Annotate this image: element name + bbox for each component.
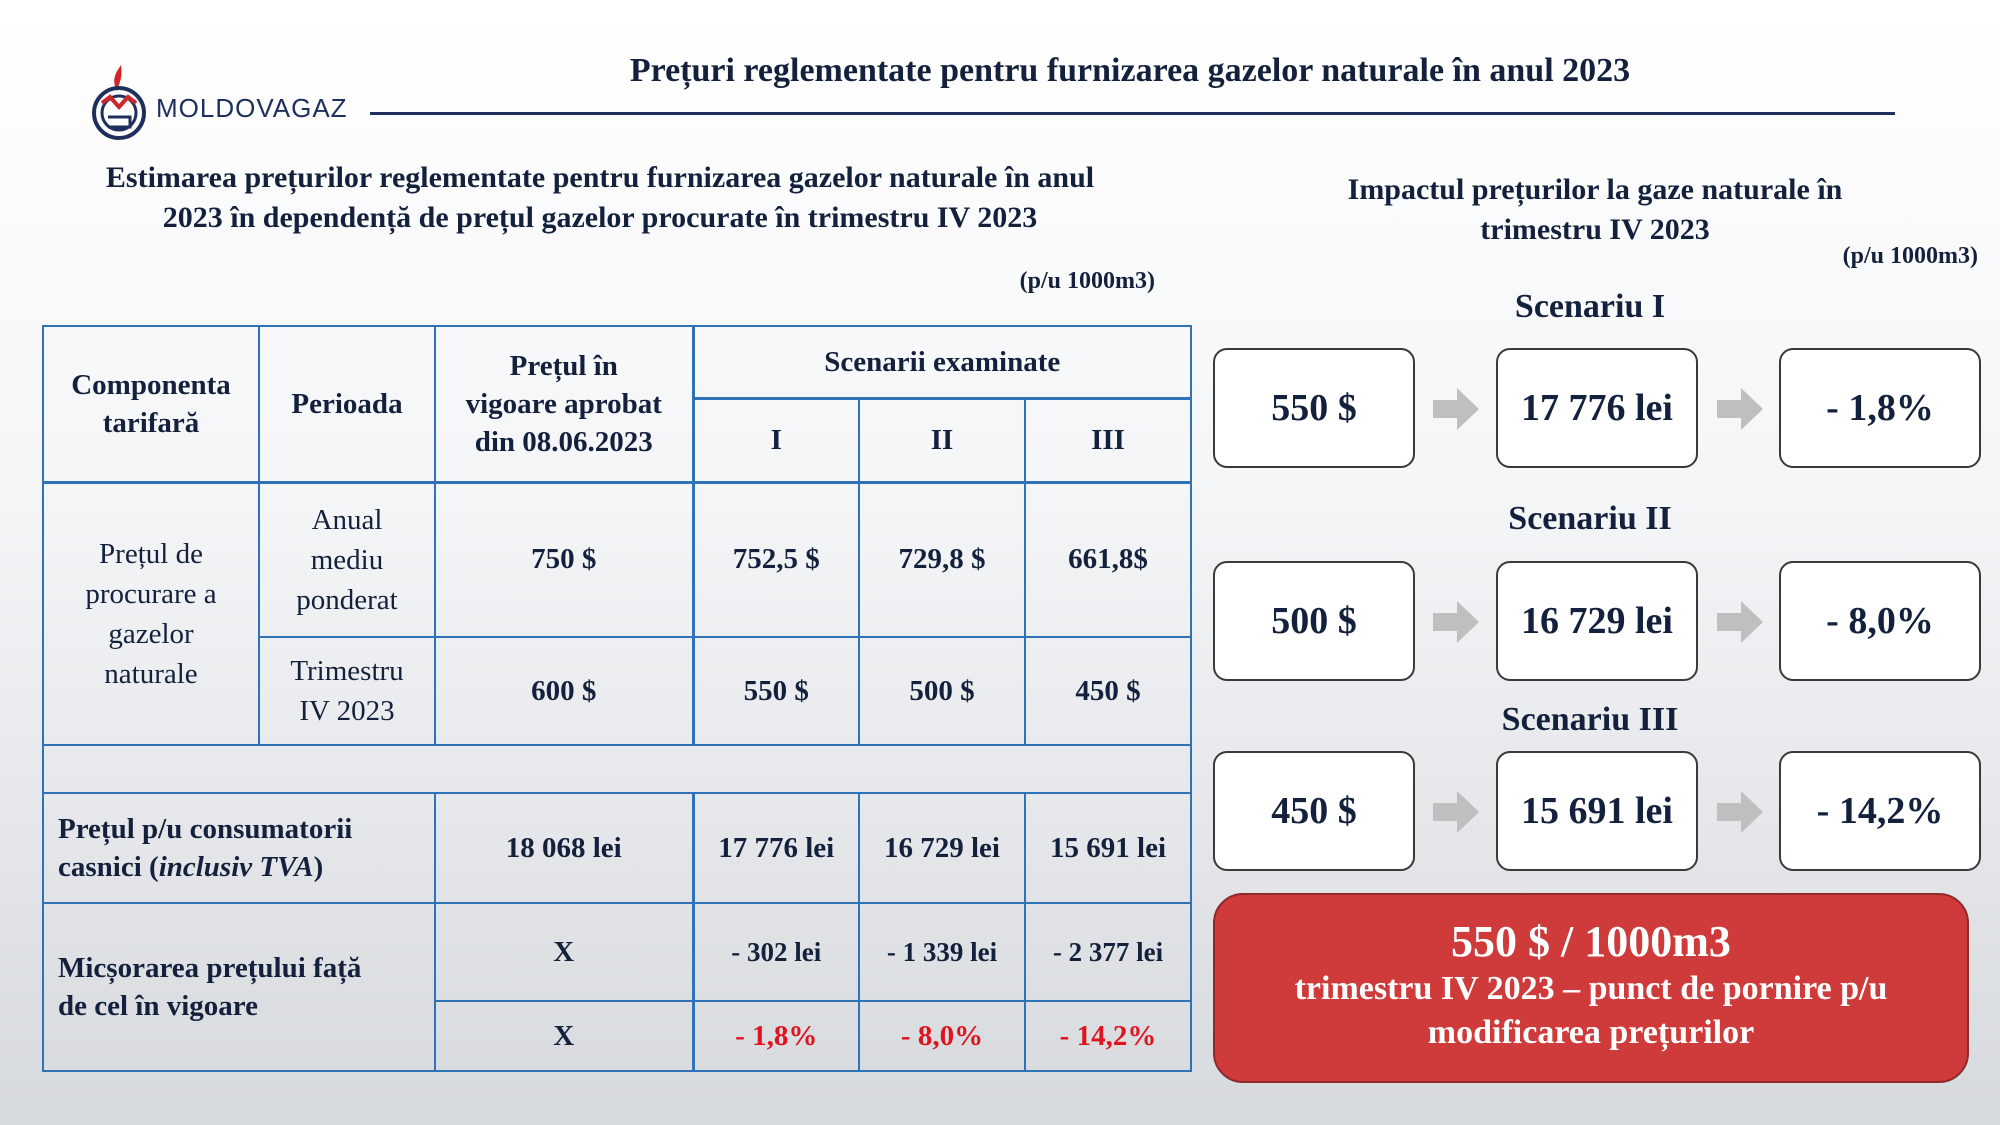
header-price-line-3: din 08.06.2023 — [474, 425, 653, 458]
panel-headline: 550 $ / 1000m3 — [1451, 917, 1731, 966]
scenario-3-result-box: 15 691 lei — [1496, 751, 1698, 871]
decrease-abs-current: X — [434, 902, 695, 1002]
period-quarter-line-1: Trimestru — [290, 655, 404, 687]
scenario-table: Componenta tarifară Perioada Prețul în v… — [41, 325, 1193, 1072]
scenario-2-price-box: 500 $ — [1213, 561, 1415, 681]
quarter-scenario-3: 450 $ — [1023, 636, 1193, 746]
scenario-1-price-box: 550 $ — [1213, 348, 1415, 468]
decrease-abs-scenario-1: - 302 lei — [692, 902, 860, 1002]
starting-point-panel: 550 $ / 1000m3 trimestru IV 2023 – punct… — [1213, 893, 1969, 1083]
consumer-label-2c: ) — [313, 851, 324, 883]
title-divider — [370, 112, 1895, 115]
annual-scenario-1: 752,5 $ — [692, 481, 860, 638]
period-annual-line-1: Anual — [311, 503, 383, 536]
consumer-label-2a: casnici ( — [58, 851, 159, 883]
scenario-1-result-box: 17 776 lei — [1496, 348, 1698, 468]
consumer-price-label: Prețul p/u consumatorii casnici (inclusi… — [42, 792, 436, 904]
procurement-label-line-2: procurare a — [85, 577, 217, 610]
header-scenario-2: II — [858, 397, 1026, 484]
period-annual: Anual mediu ponderat — [258, 481, 436, 638]
consumer-price-label-line-1: Prețul p/u consumatorii — [58, 813, 353, 845]
header-row-1: Componenta tarifară Perioada Prețul în v… — [42, 325, 1193, 484]
header-price-line-2: vigoare aprobat — [465, 387, 662, 420]
header-current-price: Prețul în vigoare aprobat din 08.06.2023 — [434, 325, 695, 484]
row-decrease-abs: Micșorarea prețului față de cel în vigoa… — [42, 902, 1193, 1072]
row-consumer-price: Prețul p/u consumatorii casnici (inclusi… — [42, 792, 1193, 904]
row-decrease-pct: X - 1,8% - 8,0% - 14,2% — [43, 1000, 1193, 1072]
left-unit-label: (p/u 1000m3) — [1019, 268, 1155, 294]
page-title: Prețuri reglementate pentru furnizarea g… — [629, 52, 1631, 89]
procurement-label: Prețul de procurare a gazelor naturale — [42, 481, 260, 746]
header-row-2: I II III — [43, 397, 1193, 484]
arrow-right-icon — [1433, 791, 1479, 833]
consumer-scenario-1: 17 776 lei — [692, 792, 860, 904]
decrease-label: Micșorarea prețului față de cel în vigoa… — [42, 902, 436, 1072]
row-annual: Prețul de procurare a gazelor naturale A… — [42, 481, 1193, 746]
panel-line-1: trimestru IV 2023 – punct de pornire p/u — [1294, 970, 1888, 1007]
quarter-scenario-2: 500 $ — [858, 636, 1026, 746]
quarter-current: 600 $ — [434, 636, 695, 746]
left-subtitle-line-1: Estimarea prețurilor reglementate pentru… — [105, 161, 1095, 194]
annual-scenario-3: 661,8$ — [1023, 481, 1193, 638]
header-scenario-1: I — [692, 397, 860, 484]
scenario-3-change-box: - 14,2% — [1779, 751, 1981, 871]
row-quarter: Trimestru IV 2023 600 $ 550 $ 500 $ 450 … — [43, 636, 1193, 746]
header-component: Componenta tarifară — [42, 325, 260, 484]
consumer-label-2b: inclusiv TVA — [158, 851, 314, 883]
moldovagaz-emblem-icon — [92, 65, 146, 140]
scenario-3-price-box: 450 $ — [1213, 751, 1415, 871]
consumer-scenario-2: 16 729 lei — [858, 792, 1026, 904]
scenario-1-title: Scenariu I — [1514, 288, 1666, 325]
left-subtitle-line-2: 2023 în dependență de prețul gazelor pro… — [162, 201, 1038, 234]
right-unit-label: (p/u 1000m3) — [1842, 243, 1978, 269]
annual-scenario-2: 729,8 $ — [858, 481, 1026, 638]
scenario-3-title: Scenariu III — [1501, 701, 1679, 738]
spacer-row — [41, 744, 1193, 794]
period-quarter: Trimestru IV 2023 — [258, 636, 436, 746]
decrease-abs-scenario-2: - 1 339 lei — [858, 902, 1026, 1002]
period-annual-line-3: ponderat — [296, 583, 398, 616]
header-scenarios: Scenarii examinate — [691, 325, 1193, 400]
procurement-label-line-3: gazelor — [108, 617, 194, 650]
header-component-line-2: tarifară — [102, 406, 200, 439]
header-scenario-3: III — [1023, 397, 1193, 484]
arrow-right-icon — [1717, 388, 1763, 430]
spacer-cell — [41, 744, 1193, 794]
quarter-scenario-1: 550 $ — [692, 636, 860, 746]
scenario-1-change-box: - 1,8% — [1779, 348, 1981, 468]
procurement-label-line-1: Prețul de — [99, 537, 203, 570]
consumer-scenario-3: 15 691 lei — [1023, 792, 1193, 904]
header-component-line-1: Componenta — [71, 368, 231, 401]
header-period: Perioada — [258, 325, 436, 484]
decrease-pct-scenario-2: - 8,0% — [858, 1000, 1026, 1072]
decrease-label-line-2: de cel în vigoare — [58, 990, 259, 1022]
consumer-current: 18 068 lei — [434, 792, 695, 904]
decrease-pct-current: X — [434, 1000, 695, 1072]
decrease-label-line-1: Micșorarea prețului față — [58, 952, 362, 984]
arrow-right-icon — [1433, 388, 1479, 430]
arrow-right-icon — [1717, 601, 1763, 643]
left-subtitle: Estimarea prețurilor reglementate pentru… — [40, 158, 1160, 238]
decrease-abs-scenario-3: - 2 377 lei — [1023, 902, 1193, 1002]
decrease-pct-scenario-3: - 14,2% — [1023, 1000, 1193, 1072]
logo-text: MOLDOVAGAZ — [156, 92, 348, 123]
scenario-2-title: Scenariu II — [1508, 500, 1672, 537]
right-subtitle-line-2: trimestru IV 2023 — [1480, 213, 1710, 246]
header-price-line-1: Prețul în — [509, 349, 618, 382]
right-subtitle-line-1: Impactul prețurilor la gaze naturale în — [1347, 173, 1843, 206]
period-quarter-line-2: IV 2023 — [299, 695, 395, 727]
annual-current: 750 $ — [434, 481, 695, 638]
scenario-2-change-box: - 8,0% — [1779, 561, 1981, 681]
scenario-2-result-box: 16 729 lei — [1496, 561, 1698, 681]
decrease-pct-scenario-1: - 1,8% — [692, 1000, 860, 1072]
arrow-right-icon — [1433, 601, 1479, 643]
right-subtitle: Impactul prețurilor la gaze naturale în … — [1270, 170, 1920, 250]
logo: MOLDOVAGAZ — [90, 60, 348, 142]
arrow-right-icon — [1717, 791, 1763, 833]
procurement-label-line-4: naturale — [104, 657, 198, 690]
consumer-price-label-line-2: casnici (inclusiv TVA) — [58, 848, 434, 886]
panel-line-2: modificarea prețurilor — [1427, 1014, 1755, 1051]
period-annual-line-2: mediu — [310, 543, 384, 576]
